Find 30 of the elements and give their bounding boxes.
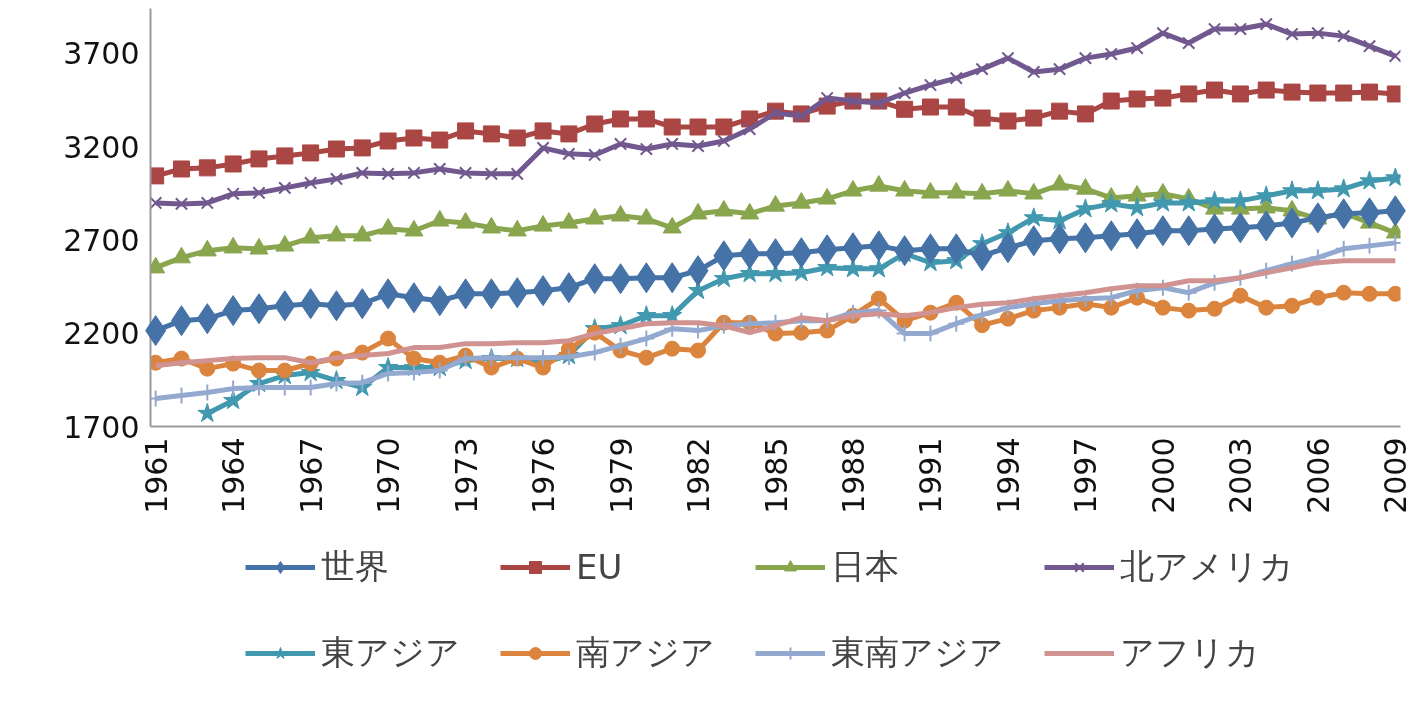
x-tick-label: 2009: [1378, 437, 1414, 514]
x-tick-label: 1997: [1068, 437, 1104, 514]
legend-label: 東アジア: [321, 631, 460, 674]
x-tick-label: 1964: [216, 437, 252, 514]
x-tick-label: 1970: [371, 437, 407, 514]
x-tick-label: 1976: [526, 437, 562, 514]
x-tick-label: 2000: [1145, 437, 1181, 514]
y-tick-label: 3200: [63, 129, 140, 165]
x-tick-label: 1991: [913, 437, 949, 514]
x-tick-label: 1961: [138, 437, 174, 514]
legend-label: 北アメリカ: [1120, 545, 1294, 588]
x-tick-label: 1967: [293, 437, 329, 514]
x-tick-label: 1994: [990, 437, 1026, 514]
x-tick-label: 1985: [758, 437, 794, 514]
legend-label: EU: [576, 547, 623, 587]
legend-label: 日本: [831, 545, 899, 588]
x-tick-label: 2003: [1223, 437, 1259, 514]
y-tick-label: 1700: [63, 409, 140, 445]
legend-label: 世界: [321, 545, 389, 588]
x-tick-label: 1988: [835, 437, 871, 514]
y-tick-label: 2200: [63, 316, 140, 352]
legend-label: 南アジア: [576, 631, 715, 674]
legend-label: 東南アジア: [831, 631, 1004, 674]
x-tick-label: 1982: [681, 437, 717, 514]
x-tick-label: 1979: [603, 437, 639, 514]
legend-label: アフリカ: [1120, 631, 1260, 674]
x-tick-label: 1973: [448, 437, 484, 514]
y-tick-label: 3700: [63, 36, 140, 72]
x-tick-label: 2006: [1300, 437, 1336, 514]
y-tick-label: 2700: [63, 222, 140, 258]
